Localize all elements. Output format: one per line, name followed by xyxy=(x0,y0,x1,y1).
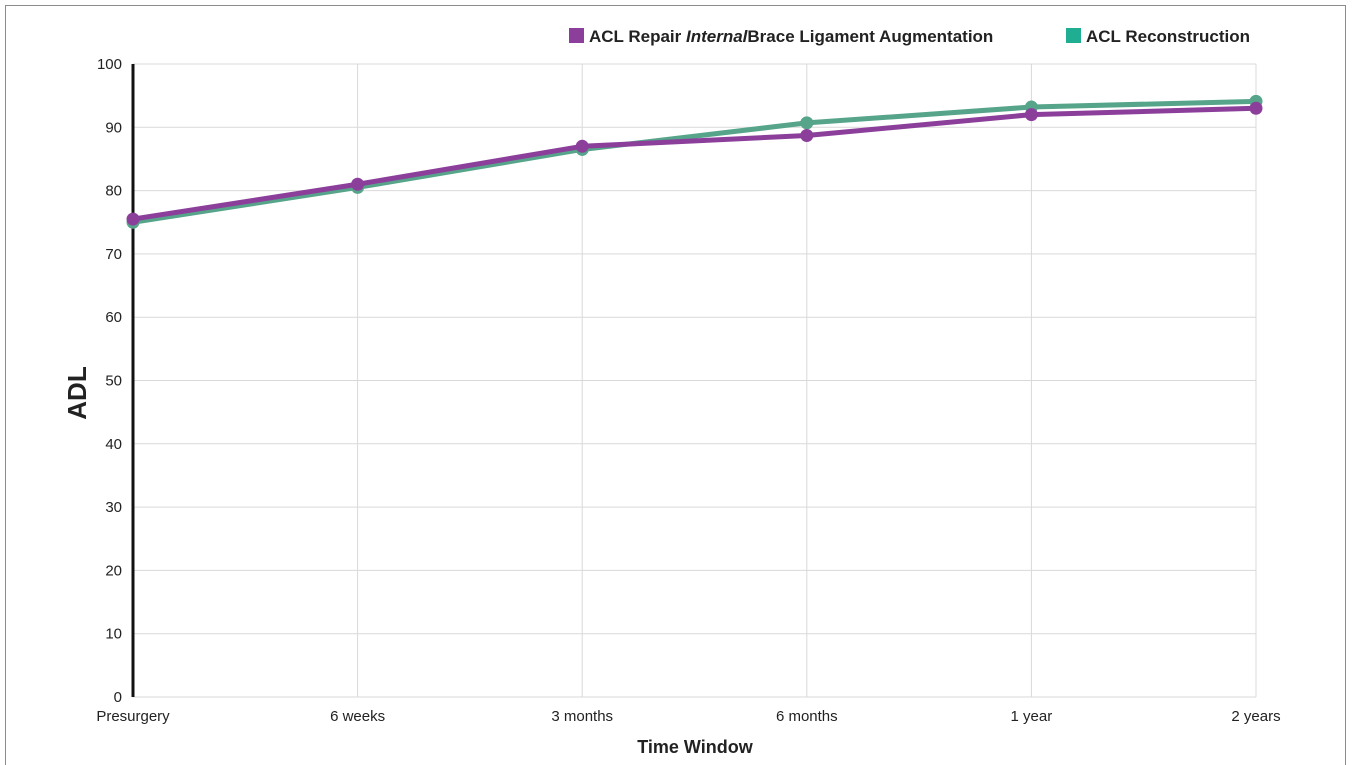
y-tick-label: 30 xyxy=(105,499,122,516)
y-axis-title: ADL xyxy=(62,366,92,420)
series-layer xyxy=(126,94,1263,229)
y-tick-label: 80 xyxy=(105,183,122,200)
x-tick-labels: Presurgery 6 weeks 3 months 6 months 1 year 2… xyxy=(96,708,1280,725)
x-tick-label: 2 years xyxy=(1231,708,1280,725)
y-tick-label: 20 xyxy=(105,562,122,579)
y-tick-label: 90 xyxy=(105,119,122,136)
y-tick-label: 10 xyxy=(105,626,122,643)
grid-lines xyxy=(132,63,1257,698)
x-tick-label: 1 year xyxy=(1011,708,1053,725)
y-tick-label: 60 xyxy=(105,309,122,326)
data-point xyxy=(351,177,365,191)
series-line xyxy=(130,98,1259,225)
legend-label-acl-repair: ACL Repair InternalBrace Ligament Augmen… xyxy=(589,27,993,46)
data-point xyxy=(1249,101,1263,115)
y-tick-label: 70 xyxy=(105,246,122,263)
x-tick-label: 3 months xyxy=(551,708,613,725)
x-tick-label: 6 weeks xyxy=(330,708,385,725)
x-tick-label: Presurgery xyxy=(96,708,170,725)
x-axis-title: Time Window xyxy=(637,737,754,757)
legend-swatch-acl-reconstruction xyxy=(1066,28,1081,43)
y-tick-label: 50 xyxy=(105,373,122,390)
x-tick-label: 6 months xyxy=(776,708,838,725)
legend-swatch-acl-repair xyxy=(569,28,584,43)
series-line xyxy=(130,105,1259,222)
y-tick-label: 100 xyxy=(97,56,122,73)
legend: ACL Repair InternalBrace Ligament Augmen… xyxy=(569,27,1250,46)
legend-label-acl-reconstruction: ACL Reconstruction xyxy=(1086,27,1250,46)
series-0 xyxy=(126,101,1263,226)
data-point xyxy=(1024,108,1038,122)
y-tick-label: 40 xyxy=(105,436,122,453)
y-tick-label: 0 xyxy=(114,689,122,706)
data-point xyxy=(800,129,814,143)
chart-frame xyxy=(5,5,1346,765)
data-point xyxy=(575,139,589,153)
data-point xyxy=(800,116,814,130)
data-point xyxy=(126,212,140,226)
y-tick-labels: 0 10 20 30 40 50 60 70 80 90 100 xyxy=(97,56,122,706)
